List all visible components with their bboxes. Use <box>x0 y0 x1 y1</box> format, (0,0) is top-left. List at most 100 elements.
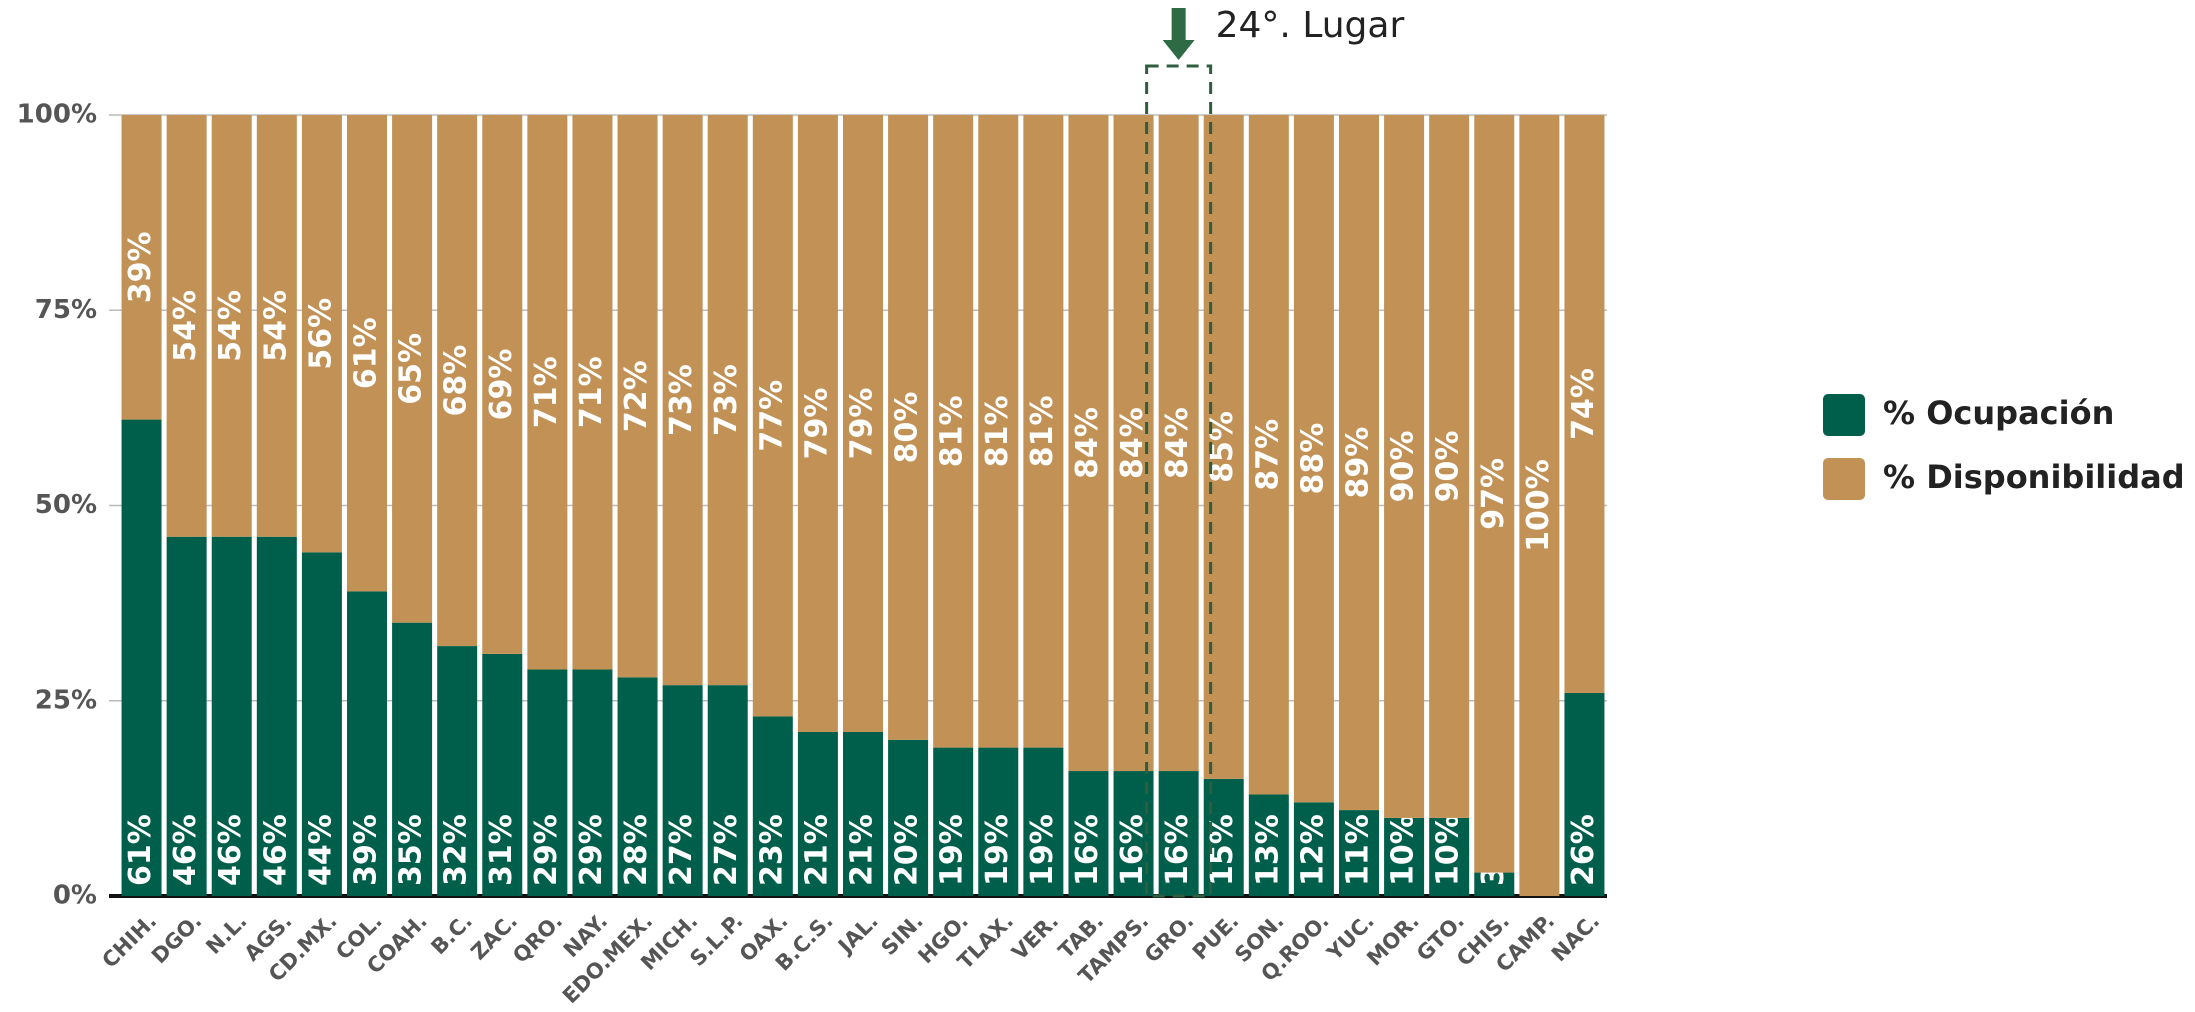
value-label: 39% <box>349 814 384 886</box>
value-label: 44% <box>303 814 338 886</box>
value-label: 32% <box>439 814 474 886</box>
bar-segment <box>1519 115 1560 896</box>
value-label: 69% <box>484 349 519 421</box>
value-label: 16% <box>1115 814 1150 886</box>
bar-segment <box>1474 872 1515 896</box>
value-label: 73% <box>709 364 744 436</box>
value-label: 74% <box>1566 368 1601 440</box>
value-label: 79% <box>799 388 834 460</box>
value-label: 21% <box>845 814 880 886</box>
bar-segment <box>121 419 162 896</box>
bar-segment <box>1293 115 1334 803</box>
bar-segment <box>617 677 658 896</box>
x-tick-label: MOR. <box>1362 909 1424 971</box>
value-label: 84% <box>1160 407 1195 479</box>
value-label: 79% <box>845 388 880 460</box>
bar-segment <box>392 115 433 623</box>
bar-segment <box>347 591 387 896</box>
annotation: 24°. Lugar <box>1216 5 1405 46</box>
value-label: 100% <box>1521 459 1556 552</box>
value-label: 81% <box>980 395 1015 467</box>
value-label: 90% <box>1431 431 1466 503</box>
value-label: 84% <box>1115 407 1150 479</box>
x-tick-label: NAC. <box>1547 909 1604 966</box>
value-label: 65% <box>394 333 429 405</box>
bar-segment <box>347 115 387 592</box>
value-label: 46% <box>258 814 293 886</box>
value-label: 11% <box>1341 814 1376 886</box>
value-label: 87% <box>1250 419 1285 491</box>
bar-segment <box>211 536 252 896</box>
x-tick-label: VER. <box>1007 909 1063 965</box>
value-label: 89% <box>1341 427 1376 499</box>
bar-segment <box>527 115 568 670</box>
value-label: 28% <box>619 814 654 886</box>
bar-segment <box>978 747 1019 896</box>
bar-segment <box>843 115 883 732</box>
value-label: 88% <box>1295 423 1330 495</box>
bar-segment <box>482 115 523 654</box>
value-label: 73% <box>664 364 699 436</box>
bar-segment <box>933 747 974 896</box>
bar-segment <box>1248 794 1289 896</box>
bar-segment <box>888 739 929 896</box>
value-label: 10% <box>1386 814 1421 886</box>
value-label: 46% <box>213 814 248 886</box>
bar-segment <box>1339 115 1379 811</box>
bar-segment <box>301 115 342 553</box>
bar-segment <box>617 115 658 678</box>
y-tick-label: 50% <box>35 490 97 520</box>
bar-segment <box>392 622 433 896</box>
bar-segment <box>1248 115 1289 795</box>
value-label: 16% <box>1160 814 1195 886</box>
value-label: 16% <box>1070 814 1105 886</box>
value-label: 39% <box>123 231 158 303</box>
value-label: 72% <box>619 360 654 432</box>
bar-segment <box>437 115 478 647</box>
value-label: 29% <box>574 814 609 886</box>
legend-swatch <box>1823 394 1865 436</box>
bar-segment <box>1429 817 1470 896</box>
y-tick-label: 0% <box>53 881 97 911</box>
value-label: 54% <box>168 290 203 362</box>
bar-segment <box>797 731 838 896</box>
value-label: 27% <box>709 814 744 886</box>
bar-segment <box>662 685 703 896</box>
bar-segment <box>1474 115 1515 873</box>
bar-segment <box>1384 115 1425 818</box>
bar-segment <box>1023 747 1064 896</box>
y-tick-label: 25% <box>35 685 97 715</box>
bar-segment <box>1293 802 1334 896</box>
bar-segment <box>1564 115 1605 693</box>
value-label: 61% <box>123 814 158 886</box>
value-label: 35% <box>394 814 429 886</box>
bar-segment <box>1339 810 1379 896</box>
value-label: 80% <box>890 391 925 463</box>
legend-label: % Disponibilidad <box>1883 458 2185 496</box>
value-label: 19% <box>1025 814 1060 886</box>
value-label: 27% <box>664 814 699 886</box>
bar-segment <box>797 115 838 732</box>
bar-segment <box>1158 115 1199 772</box>
value-label: 54% <box>213 290 248 362</box>
value-label: 26% <box>1566 814 1601 886</box>
bar-segment <box>1068 115 1109 772</box>
value-label: 19% <box>935 814 970 886</box>
value-label: 20% <box>890 814 925 886</box>
bar-segment <box>888 115 929 740</box>
bar-segment <box>1384 817 1425 896</box>
bar-segment <box>301 552 342 896</box>
bar-segment <box>752 115 793 717</box>
value-label: 81% <box>935 395 970 467</box>
bar-segment <box>572 669 613 896</box>
value-label: 54% <box>258 290 293 362</box>
bar-segment <box>752 716 793 896</box>
bar-segment <box>1429 115 1470 818</box>
value-label: 31% <box>484 814 519 886</box>
arrow-head <box>1162 40 1195 60</box>
bar-segment <box>978 115 1019 748</box>
value-label: 71% <box>574 356 609 428</box>
value-label: 19% <box>980 814 1015 886</box>
y-tick-label: 100% <box>17 100 97 130</box>
